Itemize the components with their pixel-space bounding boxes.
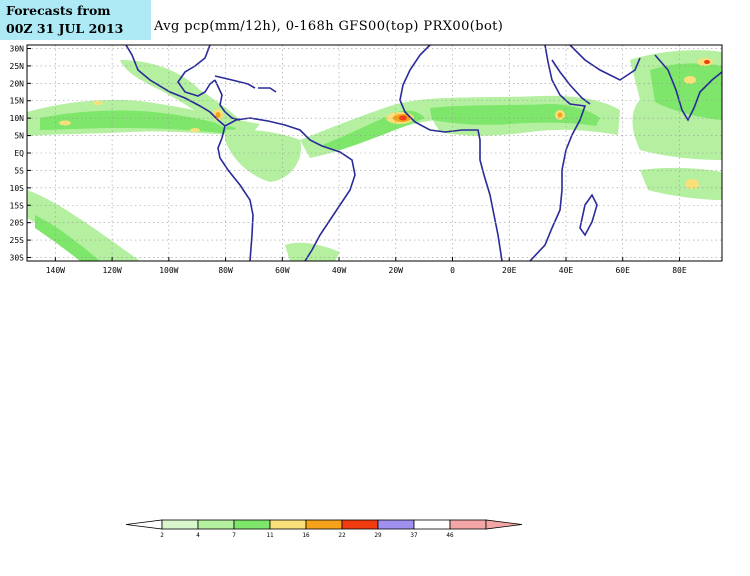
colorbar-label: 11	[266, 532, 274, 539]
lat-label: 5N	[14, 132, 24, 141]
lat-label: EQ	[14, 149, 24, 158]
coast-gulf-of-mexico	[177, 45, 216, 97]
coast-red-sea	[551, 59, 591, 105]
colorbar-swatch	[377, 519, 415, 530]
rain-south-atlantic	[285, 242, 340, 261]
colorbar-label: 37	[410, 532, 418, 539]
rain-south-pacific-core	[35, 215, 100, 261]
colorbar-right-arrow	[485, 519, 523, 530]
latitude-labels: 30N 25N 20N 15N 10N 5N EQ 5S 10S 15S 20S 25S 30S	[10, 44, 25, 262]
lon-label: 0	[450, 266, 455, 275]
rain-amazon	[225, 129, 301, 182]
colorbar-swatch	[305, 519, 343, 530]
lon-label: 20W	[389, 266, 404, 275]
lat-label: 25S	[10, 236, 25, 245]
map-frame	[26, 44, 723, 262]
lat-label: 15N	[10, 97, 25, 106]
rain-max-central-america-2	[215, 112, 221, 118]
lat-label: 30S	[10, 254, 25, 263]
rain-band-africa-core	[430, 104, 600, 126]
rain-band-east-pacific-core	[40, 110, 236, 134]
colorbar-swatch	[233, 519, 271, 530]
lon-label: 60W	[275, 266, 290, 275]
lat-label: 10N	[10, 114, 25, 123]
map-title: Avg pcp(mm/12h), 0-168h GFS00(top) PRX00…	[154, 19, 504, 34]
rain-band-india-core	[650, 63, 722, 120]
coast-arabia	[569, 45, 641, 81]
rain-max-india-3	[684, 76, 696, 84]
coast-africa-east	[529, 45, 587, 261]
colorbar-swatch	[269, 519, 307, 530]
rain-max-pacific-2	[93, 101, 103, 105]
colorbar-label: 16	[302, 532, 310, 539]
colorbar: 2 4 7 11 16 22 29 37 46	[125, 519, 523, 539]
rain-central-america	[120, 60, 240, 128]
rain-max-west-africa-3	[399, 115, 407, 121]
coast-madagascar	[579, 193, 598, 237]
forecast-label: Forecasts from	[6, 3, 111, 18]
colorbar-label: 2	[160, 532, 164, 539]
coast-india	[654, 54, 722, 122]
lat-label: 30N	[10, 44, 25, 53]
colorbar-left-arrow	[125, 519, 163, 530]
coastlines	[125, 45, 722, 261]
colorbar-label: 29	[374, 532, 382, 539]
lat-label: 5S	[14, 166, 24, 175]
colorbar-label: 22	[338, 532, 346, 539]
colorbar-label: 4	[196, 532, 200, 539]
coast-caribbean	[214, 79, 241, 121]
rain-max-pacific-3	[190, 128, 200, 132]
coast-africa-west	[399, 45, 503, 261]
lon-label: 80W	[218, 266, 233, 275]
coast-cuba	[214, 75, 256, 89]
rain-max-indian-ocean	[685, 179, 699, 189]
coast-hispaniola	[258, 87, 277, 93]
map-grid	[27, 45, 722, 261]
colorbar-swatch	[161, 519, 199, 530]
lon-label: 140W	[46, 266, 65, 275]
lon-label: 80E	[672, 266, 687, 275]
lat-label: 15S	[10, 201, 25, 210]
coast-north-america-west	[125, 45, 226, 127]
rain-band-indian-ocean	[640, 167, 722, 200]
coast-south-america	[224, 117, 356, 261]
colorbar-label: 46	[446, 532, 454, 539]
rain-max-pacific-1	[59, 120, 71, 126]
lon-label: 120W	[102, 266, 121, 275]
lon-label: 60E	[615, 266, 630, 275]
forecast-date: 00Z 31 JUL 2013	[6, 21, 124, 36]
colorbar-swatch	[197, 519, 235, 530]
lon-label: 20E	[502, 266, 517, 275]
colorbar-swatch	[449, 519, 487, 530]
lon-label: 100W	[159, 266, 178, 275]
rain-max-india-2	[704, 60, 710, 64]
colorbar-swatch	[341, 519, 379, 530]
lat-label: 10S	[10, 184, 25, 193]
lon-label: 40E	[559, 266, 574, 275]
lat-label: 20N	[10, 79, 25, 88]
colorbar-swatch	[413, 519, 451, 530]
colorbar-label: 7	[232, 532, 236, 539]
lat-label: 20S	[10, 219, 25, 228]
coast-south-america-west	[217, 125, 254, 261]
lat-label: 25N	[10, 62, 25, 71]
rain-max-ethiopia-2	[557, 112, 563, 118]
longitude-labels: 140W 120W 100W 80W 60W 40W 20W 0 20E 40E 60E 80E	[46, 266, 687, 275]
lon-label: 40W	[332, 266, 347, 275]
forecast-time-badge: Forecasts from 00Z 31 JUL 2013	[0, 0, 151, 40]
